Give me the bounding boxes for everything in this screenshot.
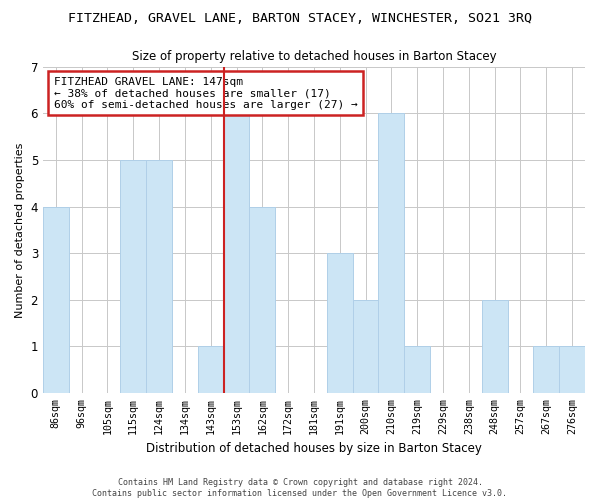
Bar [482, 300, 508, 393]
Bar [250, 206, 275, 393]
Bar [224, 114, 250, 393]
Y-axis label: Number of detached properties: Number of detached properties [15, 142, 25, 318]
X-axis label: Distribution of detached houses by size in Barton Stacey: Distribution of detached houses by size … [146, 442, 482, 455]
Bar [404, 346, 430, 393]
Bar [43, 206, 69, 393]
Bar [559, 346, 585, 393]
Bar [121, 160, 146, 393]
Bar [379, 114, 404, 393]
Bar [353, 300, 379, 393]
Text: FITZHEAD GRAVEL LANE: 147sqm
← 38% of detached houses are smaller (17)
60% of se: FITZHEAD GRAVEL LANE: 147sqm ← 38% of de… [54, 76, 358, 110]
Title: Size of property relative to detached houses in Barton Stacey: Size of property relative to detached ho… [131, 50, 496, 63]
Bar [533, 346, 559, 393]
Bar [327, 253, 353, 393]
Bar [198, 346, 224, 393]
Text: Contains HM Land Registry data © Crown copyright and database right 2024.
Contai: Contains HM Land Registry data © Crown c… [92, 478, 508, 498]
Bar [146, 160, 172, 393]
Text: FITZHEAD, GRAVEL LANE, BARTON STACEY, WINCHESTER, SO21 3RQ: FITZHEAD, GRAVEL LANE, BARTON STACEY, WI… [68, 12, 532, 26]
